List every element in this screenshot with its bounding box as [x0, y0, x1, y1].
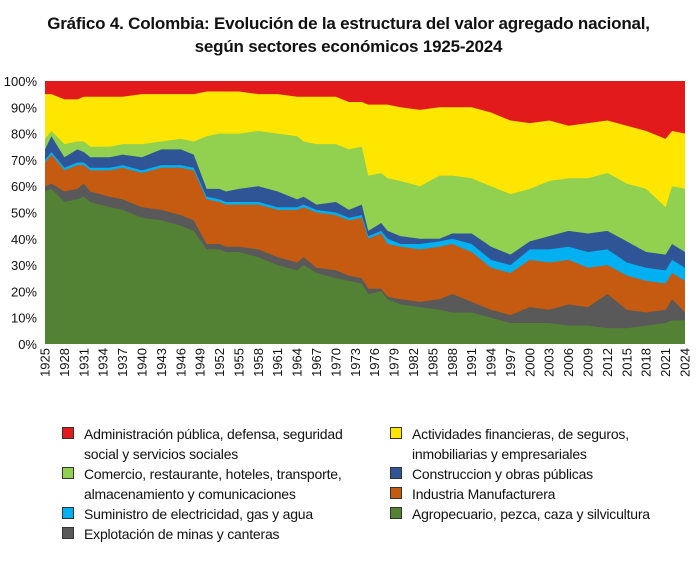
x-tick-label: 1994 — [484, 348, 499, 377]
x-tick-label: 1997 — [503, 348, 518, 377]
area-agropecuario-pezca-caza-y-silvicultura — [45, 188, 685, 344]
x-tick-label: 1940 — [134, 348, 149, 377]
x-tick-label: 1982 — [406, 348, 421, 377]
chart-title: Gráfico 4. Colombia: Evolución de la est… — [0, 12, 697, 58]
x-tick-label: 1955 — [231, 348, 246, 377]
x-tick-label: 1967 — [309, 348, 324, 377]
x-tick-label: 1970 — [328, 348, 343, 377]
y-tick-label: 20% — [11, 284, 37, 299]
x-tick-label: 2015 — [619, 348, 634, 377]
y-tick-label: 80% — [11, 127, 37, 142]
chart-title-line-2: según sectores económicos 1925-2024 — [194, 37, 503, 56]
x-tick-label: 1958 — [251, 348, 266, 377]
y-tick-label: 0% — [18, 337, 37, 352]
x-tick-label: 1946 — [173, 348, 188, 377]
y-tick-label: 50% — [11, 206, 37, 221]
x-tick-label: 1985 — [425, 348, 440, 377]
x-tick-label: 2024 — [678, 348, 693, 377]
x-tick-label: 2009 — [581, 348, 596, 377]
x-tick-label: 2012 — [600, 348, 615, 377]
x-tick-label: 1952 — [212, 348, 227, 377]
area-series-group — [45, 81, 685, 345]
x-tick-label: 2000 — [522, 348, 537, 377]
x-tick-label: 1988 — [445, 348, 460, 377]
x-tick-label: 2021 — [658, 348, 673, 377]
x-tick-label: 1976 — [367, 348, 382, 377]
y-tick-label: 10% — [11, 311, 37, 326]
x-tick-label: 1925 — [38, 348, 53, 377]
x-tick-label: 1928 — [57, 348, 72, 377]
x-axis-tick-labels: 1925 1928 1931 1934 1937 1940 1943 1946 1949 1952… — [38, 348, 693, 377]
x-tick-label: 1964 — [290, 348, 305, 377]
y-axis-tick-labels: 0% 10% 20% 30% 40% 50% 60% 70% 80% 90% 100% — [4, 74, 38, 352]
x-tick-label: 1934 — [96, 348, 111, 377]
x-tick-label: 1979 — [387, 348, 402, 377]
x-tick-label: 1991 — [464, 348, 479, 377]
y-tick-label: 90% — [11, 100, 37, 115]
x-tick-label: 2006 — [561, 348, 576, 377]
x-tick-label: 1937 — [115, 348, 130, 377]
x-tick-label: 2018 — [639, 348, 654, 377]
x-tick-label: 1931 — [76, 348, 91, 377]
x-tick-label: 1961 — [270, 348, 285, 377]
y-tick-label: 70% — [11, 153, 37, 168]
x-tick-label: 1973 — [348, 348, 363, 377]
y-tick-label: 40% — [11, 232, 37, 247]
x-tick-label: 1949 — [193, 348, 208, 377]
chart-title-line-1: Gráfico 4. Colombia: Evolución de la est… — [47, 14, 650, 33]
x-tick-label: 1943 — [154, 348, 169, 377]
y-tick-label: 100% — [4, 74, 38, 89]
y-tick-label: 30% — [11, 258, 37, 273]
y-tick-label: 60% — [11, 179, 37, 194]
x-tick-label: 2003 — [542, 348, 557, 377]
